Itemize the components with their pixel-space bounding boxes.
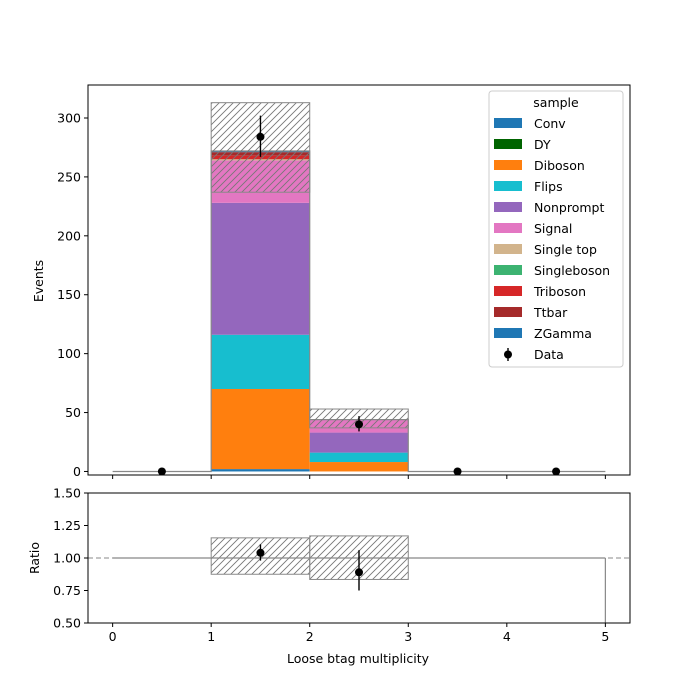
- x-tick-label: 5: [601, 629, 609, 644]
- data-point: [453, 467, 462, 476]
- y-tick-label: 300: [57, 110, 81, 125]
- legend-label: Conv: [534, 116, 566, 131]
- y-tick-label: 200: [57, 228, 81, 243]
- data-point: [355, 420, 363, 429]
- legend-label: Nonprompt: [534, 200, 604, 215]
- data-point: [552, 467, 561, 476]
- legend-swatch: [494, 118, 522, 128]
- y-tick-label: 100: [57, 346, 81, 361]
- ratio-y-tick-label: 0.75: [53, 583, 81, 598]
- ratio-panel: 0.50 0.75 1.00 1.25 1.50 0 1 2 3 4 5 Ratio Loose b…: [27, 486, 631, 666]
- legend-label: Ttbar: [533, 305, 568, 320]
- legend-label: Triboson: [533, 284, 586, 299]
- ratio-axes: 0.50 0.75 1.00 1.25 1.50 0 1 2 3 4 5: [53, 486, 631, 644]
- legend-label: Flips: [534, 179, 563, 194]
- data-points: [157, 115, 561, 476]
- stack-bar-flips: [211, 334, 310, 389]
- data-point: [256, 132, 265, 141]
- legend-swatch: [494, 181, 522, 191]
- main-axes: 0 50 100 150 200 250 300: [57, 84, 631, 479]
- x-tick-label: 1: [207, 629, 215, 644]
- legend-swatch: [494, 160, 522, 170]
- x-tick-label: 4: [503, 629, 511, 644]
- legend-label: ZGamma: [534, 326, 592, 341]
- y-tick-label: 150: [57, 287, 81, 302]
- ratio-y-axis-label: Ratio: [27, 542, 42, 574]
- legend-swatch: [494, 328, 522, 338]
- y-tick-label: 50: [65, 405, 81, 420]
- legend-swatch: [494, 265, 522, 275]
- legend-label: Singleboson: [534, 263, 610, 278]
- ratio-y-tick-label: 1.00: [53, 551, 81, 566]
- x-tick-label: 2: [306, 629, 314, 644]
- legend-swatch: [494, 223, 522, 233]
- ratio-points: [256, 544, 363, 591]
- legend-data-marker: [504, 350, 512, 359]
- legend-swatch: [494, 139, 522, 149]
- ratio-point: [355, 568, 363, 577]
- x-tick-label: 3: [404, 629, 412, 644]
- x-tick-label: 0: [109, 629, 117, 644]
- legend-label: Signal: [534, 221, 572, 236]
- stack-bar-flips: [309, 452, 409, 463]
- main-panel: 0 50 100 150 200 250 300 Events: [31, 84, 631, 479]
- legend-frame: [488, 90, 624, 368]
- legend-swatch: [494, 244, 522, 254]
- y-axis-label: Events: [31, 260, 46, 302]
- legend-swatch: [494, 307, 522, 317]
- ratio-y-tick-label: 1.50: [53, 486, 81, 501]
- stack-bar-conv: [211, 469, 310, 472]
- legend-label: Data: [534, 347, 564, 362]
- legend-label: Diboson: [534, 158, 585, 173]
- legend-label: DY: [534, 137, 551, 152]
- legend-swatch: [494, 286, 522, 296]
- data-point: [157, 467, 166, 476]
- main-axes-frame: [87, 84, 631, 476]
- stack-bar-diboson: [309, 462, 409, 472]
- stack-bar-nonprompt: [309, 432, 409, 453]
- x-axis-label: Loose btag multiplicity: [287, 651, 430, 666]
- ratio-y-tick-label: 0.50: [53, 616, 81, 631]
- legend: sample Conv DY Diboson Flips Nonprompt Signal…: [488, 90, 624, 368]
- legend-title: sample: [533, 95, 579, 110]
- stack-bar-nonprompt: [211, 202, 310, 335]
- y-tick-label: 250: [57, 169, 81, 184]
- legend-swatch: [494, 202, 522, 212]
- ratio-point: [256, 548, 265, 557]
- legend-label: Single top: [534, 242, 597, 257]
- legend-items: Conv DY Diboson Flips Nonprompt Signal Single …: [494, 116, 610, 362]
- ratio-y-tick-label: 1.25: [53, 518, 81, 533]
- y-tick-label: 0: [73, 464, 81, 479]
- stack-bar-diboson: [211, 388, 310, 470]
